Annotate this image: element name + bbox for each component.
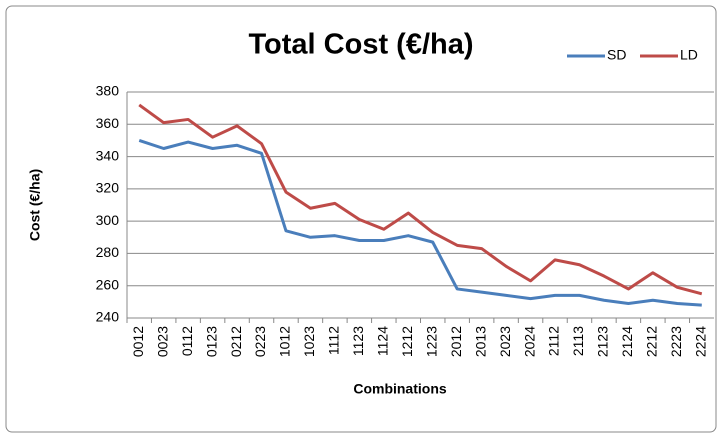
chart-title: Total Cost (€/ha)	[248, 29, 473, 61]
x-tick-label: 0012	[130, 326, 146, 357]
x-tick-label: 0212	[228, 326, 244, 357]
y-tick-label: 240	[96, 309, 120, 325]
x-tick-label: 1123	[350, 326, 366, 356]
x-tick-label: 2224	[692, 326, 708, 357]
x-tick-label: 2223	[668, 326, 684, 357]
x-tick-label: 0023	[154, 326, 170, 357]
y-tick-label: 260	[96, 276, 120, 292]
x-tick-label: 0223	[252, 326, 268, 357]
x-tick-label: 2124	[619, 326, 635, 357]
legend-label: SD	[607, 47, 626, 63]
x-tick-label: 1124	[375, 326, 391, 356]
series-line	[138, 139, 702, 307]
y-tick-label: 320	[96, 180, 120, 196]
x-tick-label: 2012	[448, 326, 464, 357]
x-tick-label: 2024	[521, 326, 537, 357]
x-tick-label: 2013	[472, 326, 488, 357]
legend-label: LD	[680, 47, 698, 63]
x-tick-label: 1212	[399, 326, 415, 357]
y-axis-title: Cost (€/ha)	[27, 169, 43, 241]
y-tick-label: 300	[96, 212, 120, 228]
series-line	[138, 103, 703, 296]
y-tick-label: 340	[96, 147, 120, 163]
x-tick-label: 1023	[301, 326, 317, 357]
x-tick-label: 0112	[179, 326, 195, 356]
y-tick-label: 380	[96, 83, 120, 99]
x-tick-label: 2113	[570, 326, 586, 356]
x-tick-label: 2112	[546, 326, 562, 356]
x-tick-label: 2212	[644, 326, 660, 357]
x-tick-label: 1223	[423, 326, 439, 357]
x-axis-title: Combinations	[353, 381, 447, 397]
x-tick-label: 0123	[203, 326, 219, 357]
y-tick-label: 360	[96, 115, 120, 131]
x-tick-label: 1112	[326, 326, 342, 355]
y-tick-label: 280	[96, 244, 120, 260]
x-tick-label: 2123	[595, 326, 611, 357]
x-tick-label: 2023	[497, 326, 513, 357]
x-tick-label: 1012	[277, 326, 293, 357]
